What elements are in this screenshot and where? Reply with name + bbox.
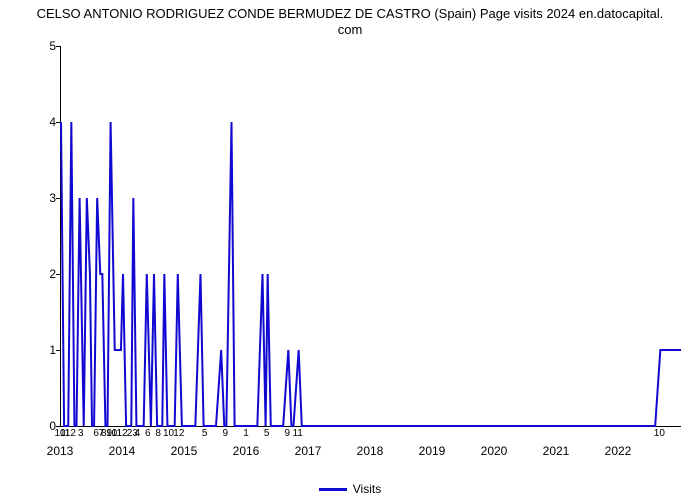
x-tick-year: 2013 — [47, 444, 74, 458]
x-tick-minor: 5 — [202, 428, 208, 439]
x-tick-year: 2017 — [295, 444, 322, 458]
x-tick-minor: 11 — [292, 428, 302, 439]
x-tick-minor: 12 — [65, 428, 76, 439]
y-tick: 4 — [0, 115, 56, 129]
y-tick: 3 — [0, 191, 56, 205]
x-tick-year: 2019 — [419, 444, 446, 458]
x-tick-minor: 5 — [264, 428, 270, 439]
x-tick-minor: 10 — [654, 428, 665, 439]
legend: Visits — [0, 482, 700, 496]
x-tick-minor: 12 — [173, 428, 184, 439]
y-tick: 5 — [0, 39, 56, 53]
x-tick-year: 2022 — [605, 444, 632, 458]
x-tick-minor: 6 — [145, 428, 151, 439]
y-tick: 2 — [0, 267, 56, 281]
x-tick-minor: 1 — [243, 428, 249, 439]
x-tick-minor: 8 — [155, 428, 161, 439]
x-tick-minor: 4 — [135, 428, 141, 439]
visits-line — [61, 122, 681, 426]
legend-swatch — [319, 488, 347, 491]
x-tick-year: 2016 — [233, 444, 260, 458]
x-tick-minor: 3 — [78, 428, 84, 439]
x-tick-year: 2018 — [357, 444, 384, 458]
line-chart-svg — [61, 46, 681, 426]
x-tick-year: 2015 — [171, 444, 198, 458]
x-tick-year: 2021 — [543, 444, 570, 458]
title-line2: com — [338, 22, 363, 37]
x-tick-year: 2020 — [481, 444, 508, 458]
chart-title: CELSO ANTONIO RODRIGUEZ CONDE BERMUDEZ D… — [0, 6, 700, 37]
legend-label: Visits — [353, 482, 381, 496]
y-tick: 0 — [0, 419, 56, 433]
x-tick-year: 2014 — [109, 444, 136, 458]
y-tick: 1 — [0, 343, 56, 357]
chart-container: { "title_line1": "CELSO ANTONIO RODRIGUE… — [0, 0, 700, 500]
x-tick-minor: 9 — [285, 428, 291, 439]
x-tick-minor: 9 — [223, 428, 229, 439]
title-line1: CELSO ANTONIO RODRIGUEZ CONDE BERMUDEZ D… — [37, 6, 664, 21]
plot-area — [60, 46, 681, 427]
